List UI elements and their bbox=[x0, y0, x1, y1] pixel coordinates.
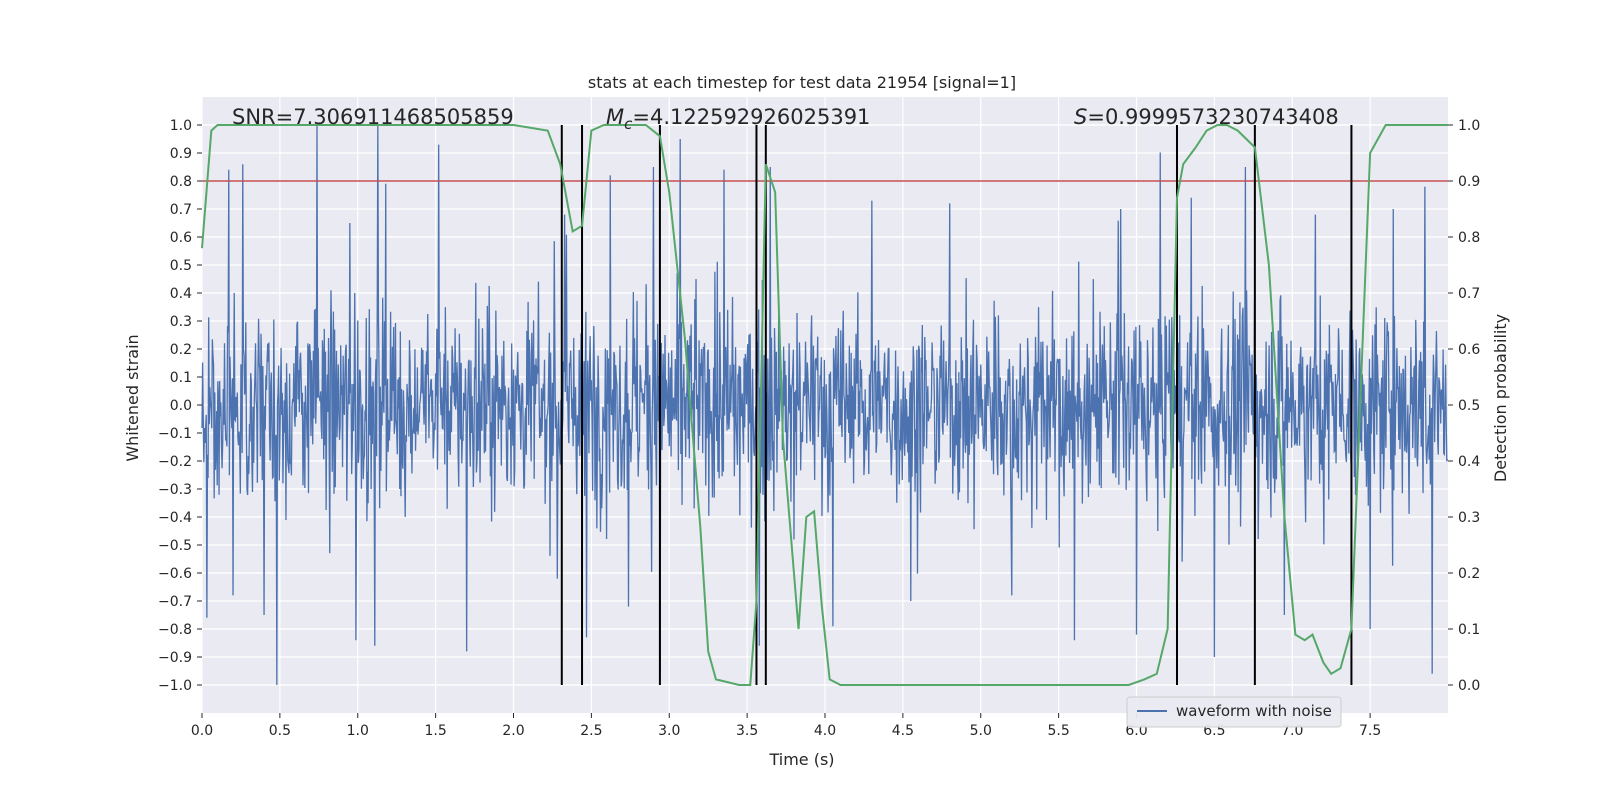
legend: waveform with noise bbox=[1126, 696, 1342, 728]
x-tick-label: 4.5 bbox=[892, 723, 914, 739]
y-tick-label: −0.6 bbox=[158, 566, 192, 582]
s-annotation: S=0.9999573230743408 bbox=[1074, 105, 1339, 129]
x-tick-label: 1.5 bbox=[424, 723, 446, 739]
y2-tick-label: 0.1 bbox=[1458, 622, 1480, 638]
mc-annotation: Mc=4.122592926025391 bbox=[606, 105, 870, 133]
y-tick-label: 0.0 bbox=[170, 398, 192, 414]
y-tick-label: −0.3 bbox=[158, 482, 192, 498]
y-tick-label: −1.0 bbox=[158, 678, 192, 694]
y-tick-label: −0.9 bbox=[158, 650, 192, 666]
y2-tick-label: 0.4 bbox=[1458, 454, 1480, 470]
y2-tick-label: 0.6 bbox=[1458, 342, 1480, 358]
y2-tick-label: 0.0 bbox=[1458, 678, 1480, 694]
snr-annotation: SNR=7.306911468505859 bbox=[232, 105, 514, 129]
mc-symbol: M bbox=[606, 105, 624, 129]
y-axis-label: Whitened strain bbox=[123, 334, 142, 461]
x-tick-label: 2.5 bbox=[580, 723, 602, 739]
x-tick-label: 5.5 bbox=[1047, 723, 1069, 739]
y-tick-label: −0.1 bbox=[158, 426, 192, 442]
series-waveform-with-noise bbox=[201, 124, 1449, 686]
y2-tick-label: 0.9 bbox=[1458, 174, 1480, 190]
y-tick-label: 0.5 bbox=[170, 258, 192, 274]
x-tick-label: 3.0 bbox=[658, 723, 680, 739]
x-tick-label: 2.0 bbox=[502, 723, 524, 739]
y2-tick-label: 0.5 bbox=[1458, 398, 1480, 414]
x-tick-label: 0.0 bbox=[191, 723, 213, 739]
series-detection-probability bbox=[201, 124, 1448, 686]
y-tick-label: 0.2 bbox=[170, 342, 192, 358]
y-tick-label: 0.8 bbox=[170, 174, 192, 190]
y-tick-label: −0.7 bbox=[158, 594, 192, 610]
y2-tick-label: 0.3 bbox=[1458, 510, 1480, 526]
x-axis-label: Time (s) bbox=[768, 750, 834, 769]
chart-title: stats at each timestep for test data 219… bbox=[588, 73, 1016, 92]
y-tick-label: 1.0 bbox=[170, 118, 192, 134]
y-tick-label: 0.7 bbox=[170, 202, 192, 218]
y-tick-label: 0.1 bbox=[170, 370, 192, 386]
plot-area: 0.0 0.5 1.0 1.5 2.0 2.5 3.0 3.5 4.0 4.5 5.0 5.5 6.0 6… bbox=[158, 97, 1480, 739]
legend-box bbox=[1126, 696, 1342, 728]
y-tick-label: −0.4 bbox=[158, 510, 192, 526]
mc-value: =4.122592926025391 bbox=[632, 105, 870, 129]
x-tick-label: 0.5 bbox=[269, 723, 291, 739]
s-symbol: S bbox=[1074, 105, 1087, 129]
y-tick-label: −0.5 bbox=[158, 538, 192, 554]
x-tick-label: 1.0 bbox=[347, 723, 369, 739]
y2-tick-label: 0.8 bbox=[1458, 230, 1480, 246]
x-tick-label: 3.5 bbox=[736, 723, 758, 739]
y-tick-label: 0.4 bbox=[170, 286, 192, 302]
y2-axis-label: Detection probability bbox=[1491, 314, 1510, 482]
y2-tick-label: 0.2 bbox=[1458, 566, 1480, 582]
legend-label: waveform with noise bbox=[1176, 702, 1332, 720]
y2-tick-label: 0.7 bbox=[1458, 286, 1480, 302]
y-tick-label: −0.2 bbox=[158, 454, 192, 470]
x-tick-label: 7.5 bbox=[1359, 723, 1381, 739]
y-tick-label: −0.8 bbox=[158, 622, 192, 638]
mc-subscript: c bbox=[624, 115, 633, 133]
y-tick-label: 0.6 bbox=[170, 230, 192, 246]
y-tick-label: 0.9 bbox=[170, 146, 192, 162]
y-tick-label: 0.3 bbox=[170, 314, 192, 330]
x-tick-label: 5.0 bbox=[970, 723, 992, 739]
x-tick-label: 4.0 bbox=[814, 723, 836, 739]
s-value: =0.9999573230743408 bbox=[1087, 105, 1338, 129]
y2-tick-label: 1.0 bbox=[1458, 118, 1480, 134]
